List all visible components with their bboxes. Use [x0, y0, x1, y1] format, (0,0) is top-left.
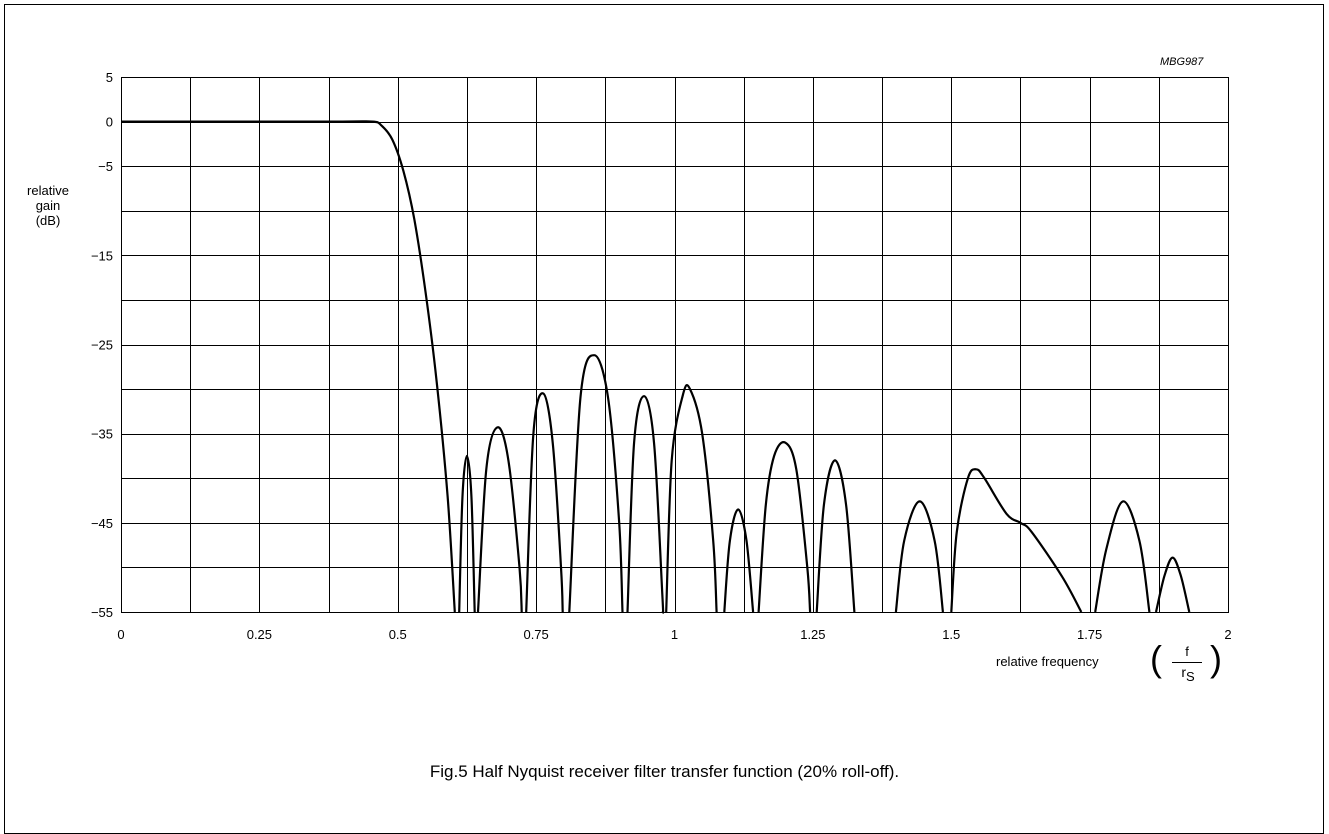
- series-line-segment: [626, 395, 665, 614]
- series-line-segment: [894, 500, 944, 613]
- denominator-subscript: S: [1186, 668, 1195, 684]
- fraction-bar: [1172, 662, 1202, 663]
- x-tick-label: 1.25: [800, 627, 825, 642]
- y-tick-label: 0: [106, 115, 113, 130]
- x-tick-label: 0.5: [389, 627, 407, 642]
- x-tick-label: 1: [671, 627, 678, 642]
- x-tick-label: 1.5: [942, 627, 960, 642]
- denominator-main: r: [1181, 664, 1186, 680]
- x-tick-label: 0.75: [523, 627, 548, 642]
- series-line-segment: [950, 468, 1083, 613]
- plot-border: [121, 77, 1229, 613]
- chart: 0 0.25 0.5 0.75 1 1.25 1.5 1.75 2 5 0 −5 −15 −25 −35 −4…: [91, 70, 1232, 642]
- series-line-segment: [525, 392, 564, 613]
- series-line-segment: [1094, 500, 1151, 613]
- series-line-segment: [757, 441, 812, 613]
- series-line-segment: [458, 454, 476, 613]
- series-line-segment: [1154, 556, 1191, 613]
- y-axis-label-line: relative: [27, 183, 69, 198]
- series-line-segment: [665, 384, 718, 613]
- y-tick-label: −35: [91, 427, 113, 442]
- series-line-segment: [815, 459, 856, 613]
- fraction-numerator: f: [1185, 644, 1189, 659]
- series-line-segment: [476, 426, 523, 613]
- y-tick-label: −55: [91, 605, 113, 620]
- y-tick-label: −5: [98, 159, 113, 174]
- x-tick-label: 0.25: [247, 627, 272, 642]
- x-axis-label: relative frequency: [996, 654, 1099, 669]
- series-line-segment: [121, 120, 456, 613]
- chart-tick-labels: 0 0.25 0.5 0.75 1 1.25 1.5 1.75 2 5 0 −5 −15 −25 −35 −4…: [91, 70, 1232, 642]
- figure-caption: Fig.5 Half Nyquist receiver filter trans…: [429, 762, 900, 781]
- fraction-denominator: rS: [1174, 664, 1202, 684]
- y-tick-label: −45: [91, 516, 113, 531]
- x-tick-label: 2: [1224, 627, 1231, 642]
- y-tick-label: −25: [91, 338, 113, 353]
- y-axis-label: relative gain (dB): [20, 183, 76, 228]
- y-axis-label-line: (dB): [35, 213, 61, 228]
- x-axis-unit-fraction: ( f rS ): [1150, 638, 1228, 690]
- y-axis-label-line: gain: [35, 198, 61, 213]
- right-paren: ): [1210, 638, 1222, 679]
- figure-code: MBG987: [1160, 56, 1204, 68]
- left-paren: (: [1150, 638, 1162, 679]
- series-line-segment: [568, 354, 624, 613]
- x-tick-label: 0: [117, 627, 124, 642]
- x-tick-label: 1.75: [1077, 627, 1102, 642]
- y-tick-label: −15: [91, 248, 113, 263]
- chart-axes: [121, 77, 1229, 613]
- chart-grid: [121, 77, 1229, 613]
- series-line-segment: [723, 508, 755, 613]
- chart-series: [121, 120, 1191, 614]
- y-tick-label: 5: [106, 70, 113, 85]
